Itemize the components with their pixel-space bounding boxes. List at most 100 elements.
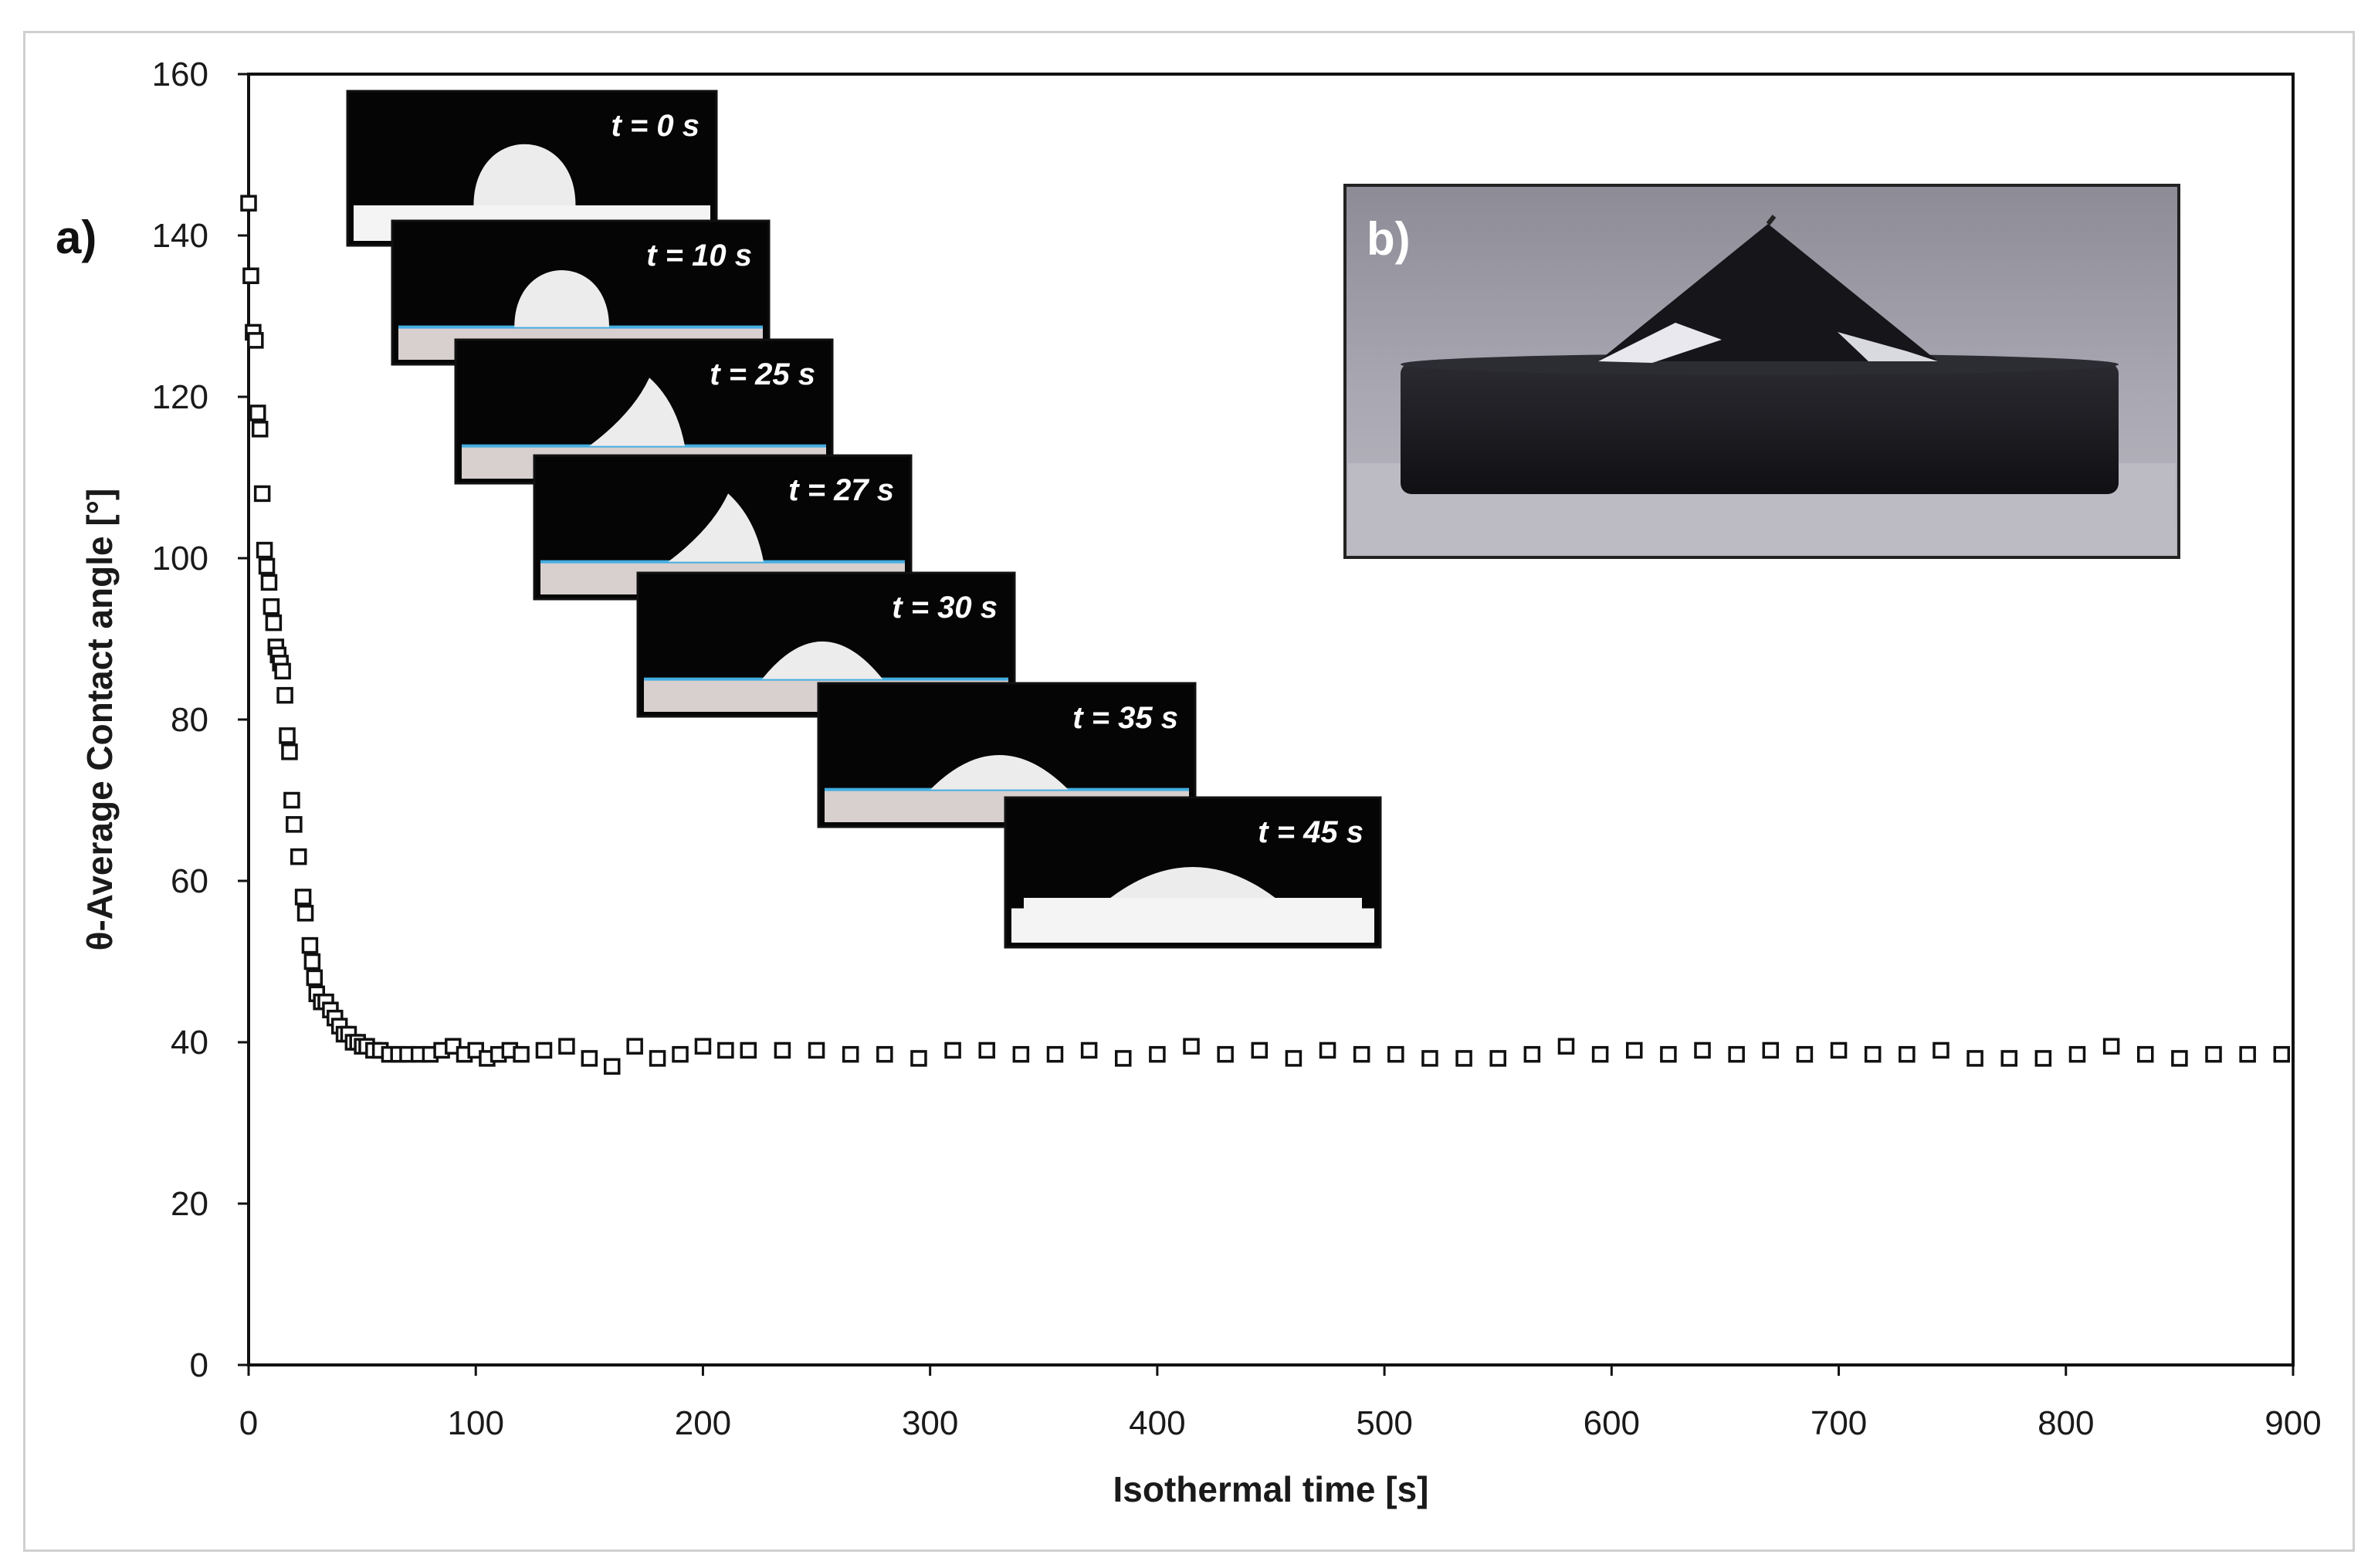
data-point [296, 905, 314, 922]
data-point [581, 1050, 598, 1067]
panel-a-label: a) [56, 212, 97, 263]
data-point [1115, 1050, 1132, 1067]
data-point [242, 267, 259, 284]
data-point [1694, 1041, 1711, 1059]
x-axis-title: Isothermal time [s] [1113, 1469, 1429, 1509]
data-point [649, 1050, 666, 1067]
data-markers [240, 195, 2291, 1075]
data-point [558, 1038, 575, 1055]
panel-b-photo: b) [1343, 184, 2180, 559]
data-point [2239, 1045, 2256, 1063]
inset-time-label: t = 0 s [611, 109, 700, 143]
data-point [1149, 1045, 1166, 1063]
data-point [672, 1045, 689, 1063]
data-point [265, 614, 283, 632]
data-point [808, 1041, 825, 1059]
y-tick-label: 120 [152, 378, 208, 416]
data-point [774, 1041, 791, 1059]
x-tick-label: 700 [1811, 1404, 1867, 1442]
data-point [626, 1038, 643, 1055]
x-tick-label: 300 [902, 1404, 958, 1442]
data-point [301, 936, 319, 954]
data-point [260, 574, 278, 591]
data-point [253, 485, 271, 503]
x-tick-label: 900 [2265, 1404, 2321, 1442]
x-tick-label: 400 [1129, 1404, 1185, 1442]
data-point [1762, 1041, 1780, 1059]
data-point [1591, 1045, 1609, 1063]
panel-b-label: b) [1367, 213, 1411, 265]
data-point [1864, 1045, 1882, 1063]
data-point [2034, 1050, 2052, 1067]
data-point [256, 541, 273, 559]
x-tick-label: 0 [239, 1404, 258, 1442]
data-point [978, 1041, 995, 1059]
y-axis-title: θ-Average Contact angle [°] [80, 489, 120, 951]
data-point [1455, 1050, 1472, 1067]
data-point [279, 727, 296, 744]
data-point [513, 1045, 530, 1063]
data-point [294, 889, 312, 906]
data-point [842, 1045, 859, 1063]
data-point [944, 1041, 961, 1059]
data-point [251, 421, 269, 438]
data-point [1660, 1045, 1677, 1063]
data-point [1728, 1045, 1745, 1063]
data-point [1217, 1045, 1234, 1063]
data-point [263, 598, 280, 615]
data-point [1319, 1041, 1336, 1059]
y-tick-label: 20 [171, 1185, 208, 1223]
x-tick-label: 800 [2038, 1404, 2094, 1442]
data-point [286, 816, 303, 833]
data-point [2273, 1045, 2291, 1063]
data-point [1080, 1041, 1098, 1059]
inset-time-label: t = 27 s [788, 473, 894, 507]
data-point [1523, 1045, 1541, 1063]
y-tick-label: 160 [152, 56, 208, 93]
data-point [306, 969, 324, 987]
y-tick-label: 0 [190, 1346, 208, 1384]
inset-time-label: t = 25 s [710, 357, 815, 391]
droplet-image-insets: t = 0 s t = 10 s t = 25 s t = 27 s t = 30 s t… [346, 90, 1382, 949]
y-tick-label: 100 [152, 540, 208, 577]
data-point [1626, 1041, 1643, 1059]
data-point [303, 953, 321, 970]
data-point [1933, 1041, 1949, 1059]
data-point [247, 332, 264, 349]
data-point [1183, 1038, 1200, 1055]
inset-time-label: t = 10 s [646, 239, 752, 273]
data-point [1387, 1045, 1404, 1063]
x-axis-ticks: 0 100 200 300 400 500 600 700 800 900 [239, 1365, 2322, 1442]
data-point [1899, 1045, 1916, 1063]
data-point [717, 1041, 734, 1059]
y-tick-label: 80 [171, 701, 208, 739]
y-tick-label: 60 [171, 862, 208, 900]
data-point [1421, 1050, 1438, 1067]
droplet-inset: t = 45 s [1004, 796, 1382, 949]
data-point [2171, 1050, 2188, 1067]
data-point [1489, 1050, 1506, 1067]
x-tick-label: 600 [1584, 1404, 1640, 1442]
data-point [1966, 1050, 1983, 1067]
x-tick-label: 200 [675, 1404, 731, 1442]
data-point [1353, 1045, 1370, 1063]
data-point [240, 195, 257, 212]
y-tick-label: 40 [171, 1024, 208, 1062]
data-point [604, 1058, 621, 1075]
inset-time-label: t = 35 s [1072, 701, 1178, 735]
data-point [281, 743, 298, 760]
data-point [2000, 1050, 2017, 1067]
data-point [2102, 1038, 2120, 1055]
data-point [2068, 1045, 2086, 1063]
data-point [2137, 1045, 2154, 1063]
inset-time-label: t = 45 s [1258, 815, 1363, 849]
data-point [258, 557, 276, 575]
data-point [910, 1050, 927, 1067]
inset-time-label: t = 30 s [892, 591, 998, 625]
data-point [283, 791, 300, 809]
data-point [1285, 1050, 1302, 1067]
data-point [876, 1045, 893, 1063]
data-point [290, 848, 307, 865]
data-point [274, 662, 291, 680]
